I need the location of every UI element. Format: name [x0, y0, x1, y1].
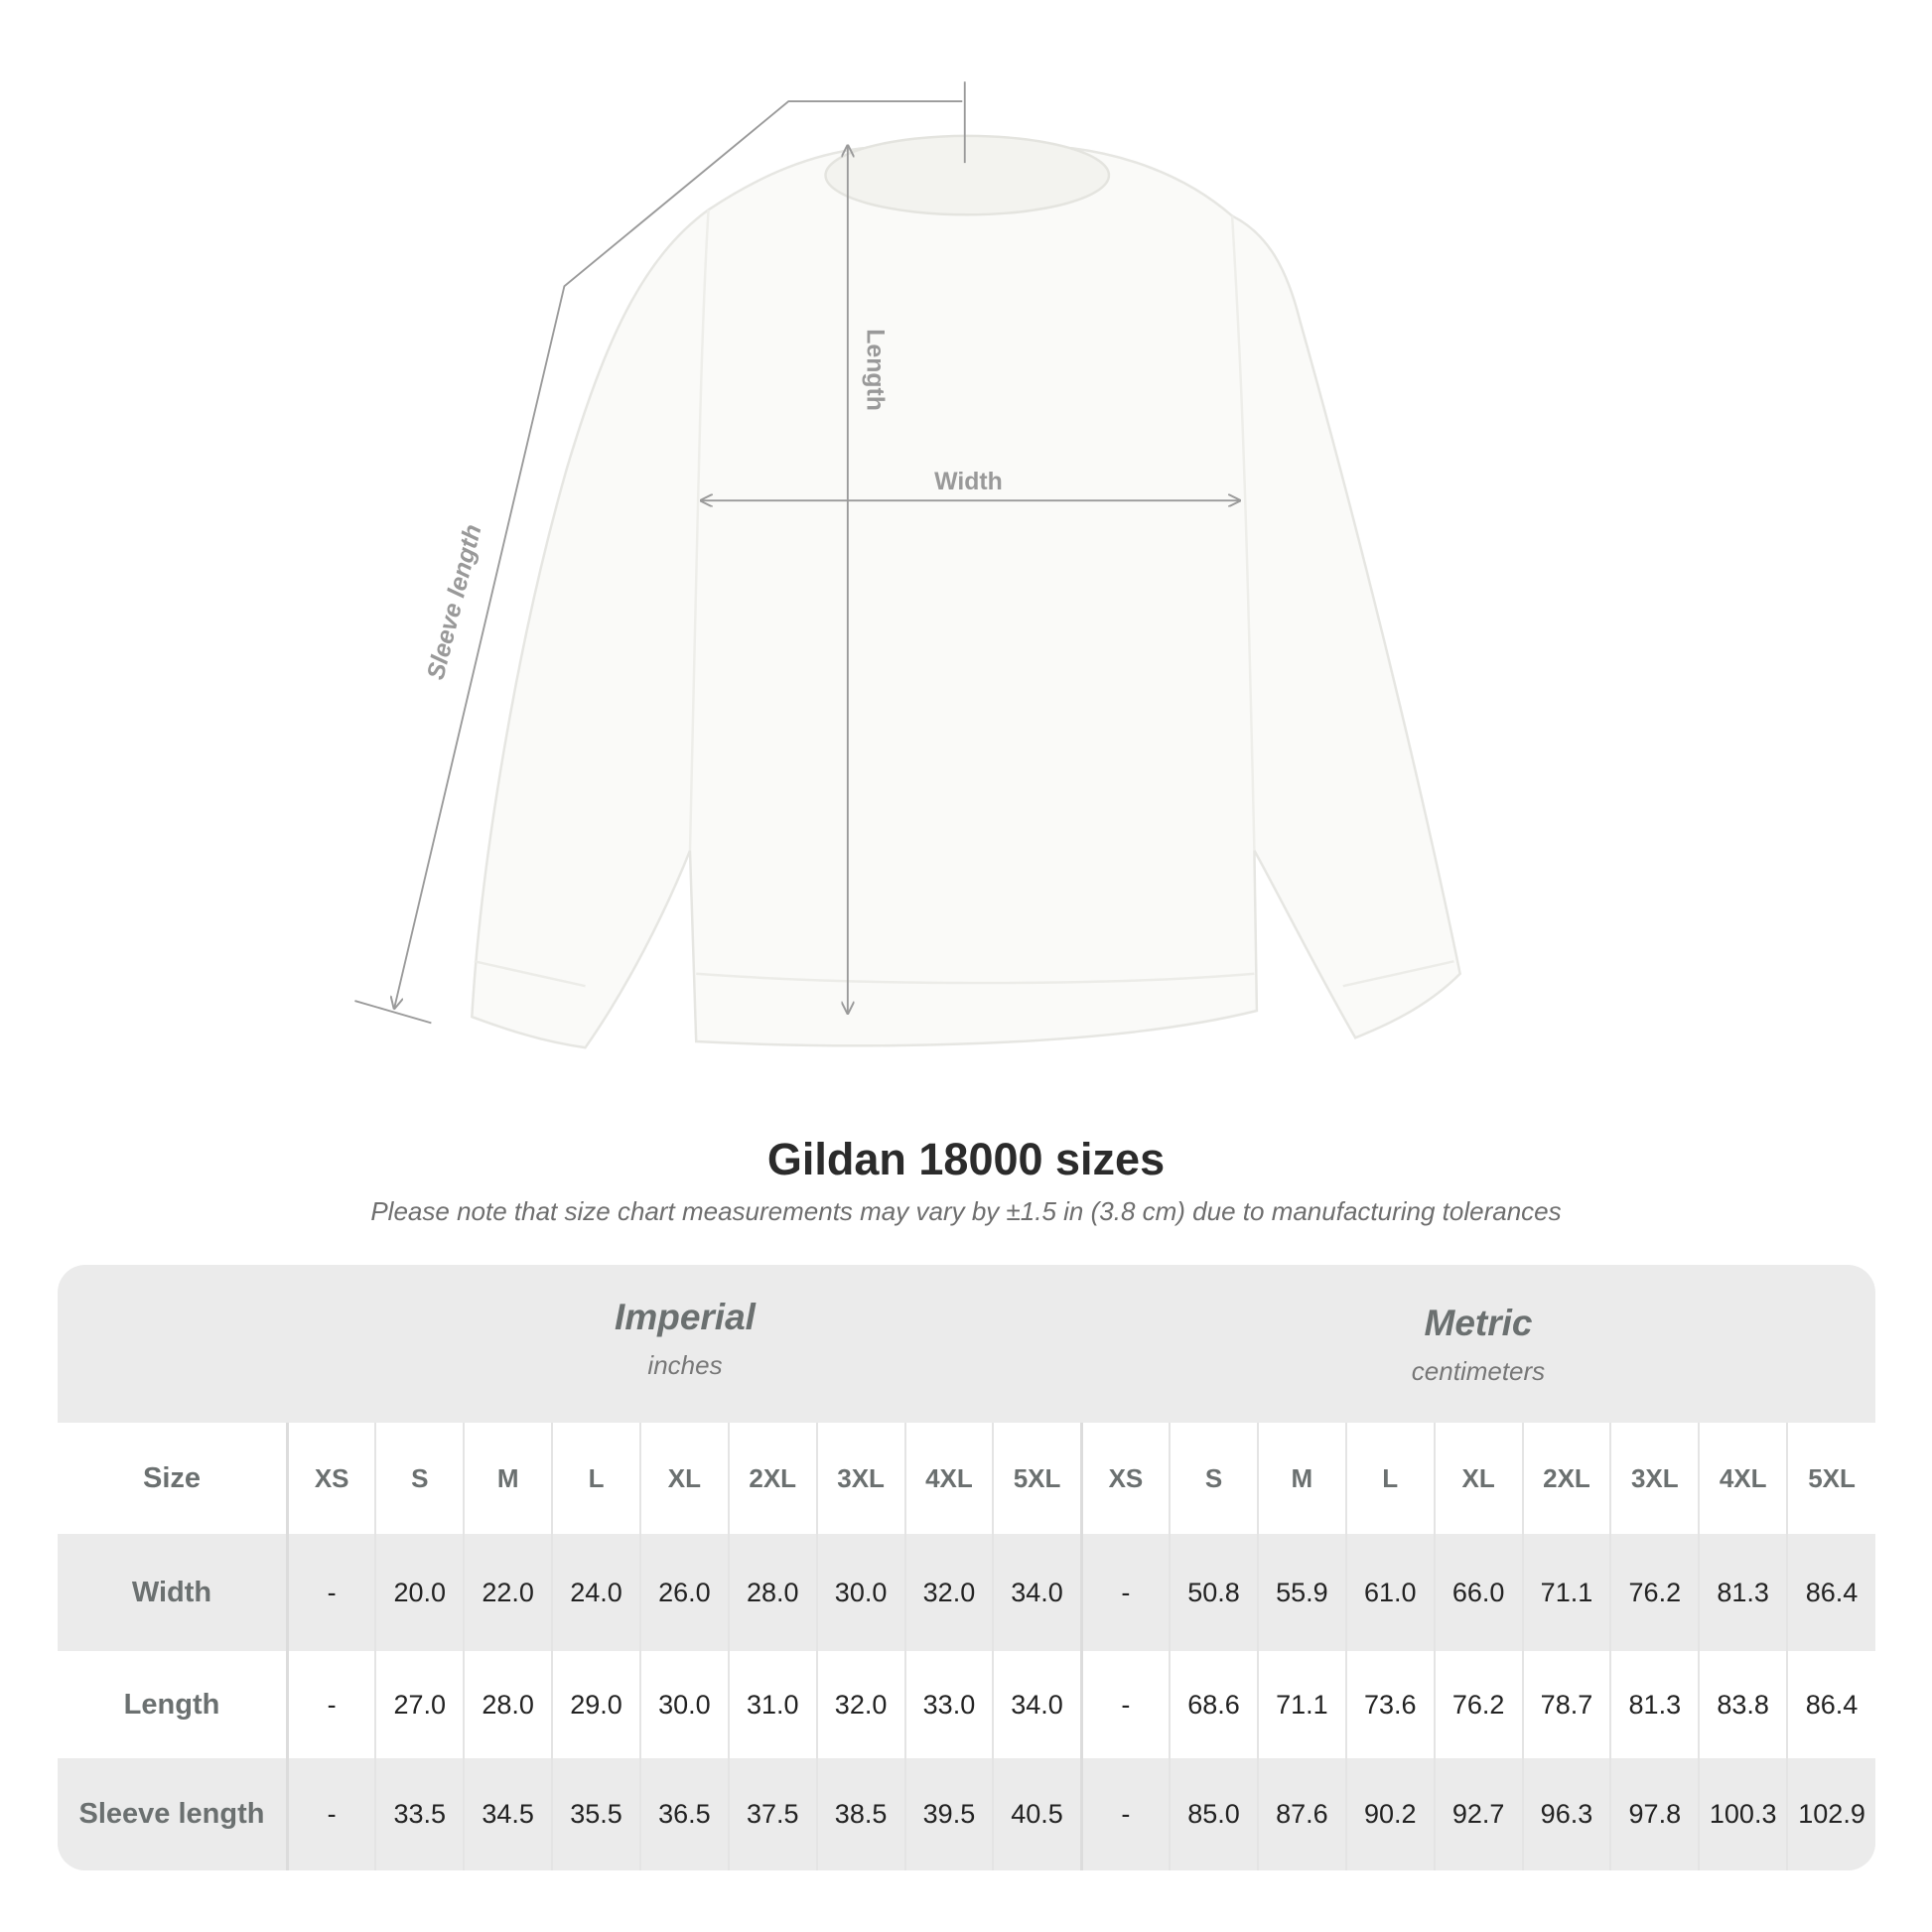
metric-size-m: M [1256, 1423, 1346, 1534]
metric-value-cell: - [1079, 1758, 1171, 1870]
table-row-width: Width -20.0 22.0 24.0 26.0 28.0 30.0 32.0 34.0-5… [58, 1534, 1875, 1651]
imperial-header: Imperial inches [288, 1297, 1082, 1381]
table-row-sleeve-length: Sleeve length -33.5 34.5 35.5 36.5 37.5 38.5 39… [58, 1758, 1875, 1870]
metric-value-cell: 66.0 [1433, 1534, 1523, 1651]
imperial-value-cell: 34.0 [992, 1651, 1082, 1758]
imperial-value-cell: 27.0 [374, 1651, 465, 1758]
metric-value-cell: 102.9 [1786, 1758, 1875, 1870]
metric-value-cell: 78.7 [1521, 1651, 1611, 1758]
metric-value-cell: 86.4 [1786, 1651, 1875, 1758]
imperial-value-cell: - [286, 1758, 376, 1870]
measurement-lines [354, 81, 1239, 1025]
metric-size-3xl: 3XL [1609, 1423, 1700, 1534]
row-label: Length [58, 1651, 289, 1758]
imperial-title: Imperial [615, 1297, 756, 1337]
metric-value-cell: 100.3 [1698, 1758, 1788, 1870]
length-label: Length [862, 329, 889, 411]
imperial-size-xs: XS [286, 1423, 376, 1534]
metric-size-xs: XS [1079, 1423, 1171, 1534]
metric-value-cell: 76.2 [1609, 1534, 1700, 1651]
metric-value-cell: 73.6 [1344, 1651, 1435, 1758]
metric-header: Metric centimeters [1081, 1303, 1875, 1387]
metric-value-cell: 50.8 [1169, 1534, 1258, 1651]
metric-value-cell: - [1079, 1651, 1171, 1758]
imperial-value-cell: 22.0 [463, 1534, 553, 1651]
imperial-value-cell: 38.5 [815, 1758, 905, 1870]
metric-size-2xl: 2XL [1521, 1423, 1611, 1534]
imperial-value-cell: 33.0 [903, 1651, 994, 1758]
imperial-value-cell: 32.0 [815, 1651, 905, 1758]
imperial-value-cell: 33.5 [374, 1758, 465, 1870]
imperial-value-cell: 32.0 [903, 1534, 994, 1651]
imperial-size-s: S [374, 1423, 465, 1534]
metric-value-cell: 87.6 [1256, 1758, 1346, 1870]
size-row-label: Size [58, 1423, 289, 1534]
metric-value-cell: 92.7 [1433, 1758, 1523, 1870]
sweatshirt-image [471, 134, 1462, 1049]
imperial-size-m: M [463, 1423, 553, 1534]
imperial-size-4xl: 4XL [903, 1423, 994, 1534]
metric-size-l: L [1344, 1423, 1435, 1534]
sleeve-arrow [394, 100, 963, 1008]
row-label: Sleeve length [58, 1758, 289, 1870]
metric-size-s: S [1169, 1423, 1258, 1534]
imperial-value-cell: 30.0 [638, 1651, 729, 1758]
imperial-size-5xl: 5XL [992, 1423, 1082, 1534]
width-label: Width [934, 469, 1003, 495]
metric-value-cell: 71.1 [1256, 1651, 1346, 1758]
imperial-value-cell: 28.0 [727, 1534, 817, 1651]
imperial-value-cell: 34.5 [463, 1758, 553, 1870]
imperial-value-cell: 37.5 [727, 1758, 817, 1870]
metric-size-xl: XL [1433, 1423, 1523, 1534]
metric-value-cell: 97.8 [1609, 1758, 1700, 1870]
imperial-value-cell: 35.5 [551, 1758, 640, 1870]
metric-value-cell: 76.2 [1433, 1651, 1523, 1758]
imperial-size-3xl: 3XL [815, 1423, 905, 1534]
imperial-value-cell: 34.0 [992, 1534, 1082, 1651]
tolerance-note: Please note that size chart measurements… [370, 1196, 1562, 1226]
metric-unit: centimeters [1411, 1356, 1546, 1386]
metric-value-cell: 86.4 [1786, 1534, 1875, 1651]
sweatshirt-measurement-diagram: Length Width Sleeve length [354, 81, 1462, 1049]
metric-value-cell: 83.8 [1698, 1651, 1788, 1758]
metric-value-cell: 90.2 [1344, 1758, 1435, 1870]
metric-value-cell: - [1079, 1534, 1171, 1651]
imperial-size-xl: XL [638, 1423, 729, 1534]
imperial-value-cell: 31.0 [727, 1651, 817, 1758]
row-label: Width [58, 1534, 289, 1651]
metric-value-cell: 81.3 [1609, 1651, 1700, 1758]
size-row: Size XS S M L XL 2XL 3XL 4XL 5XL XS S M L XL 2XL 3XL 4XL 5… [58, 1423, 1875, 1534]
imperial-value-cell: 26.0 [638, 1534, 729, 1651]
metric-value-cell: 61.0 [1344, 1534, 1435, 1651]
imperial-value-cell: 24.0 [551, 1534, 640, 1651]
imperial-value-cell: 29.0 [551, 1651, 640, 1758]
page-title: Gildan 18000 sizes [766, 1134, 1166, 1184]
metric-value-cell: 71.1 [1521, 1534, 1611, 1651]
metric-value-cell: 68.6 [1169, 1651, 1258, 1758]
imperial-unit: inches [647, 1350, 723, 1380]
table-row-length: Length -27.0 28.0 29.0 30.0 31.0 32.0 33.0 34.0-… [58, 1651, 1875, 1758]
metric-value-cell: 85.0 [1169, 1758, 1258, 1870]
metric-title: Metric [1424, 1303, 1533, 1343]
imperial-value-cell: 30.0 [815, 1534, 905, 1651]
table-header: Imperial inches Metric centimeters [58, 1265, 1875, 1423]
imperial-value-cell: 40.5 [992, 1758, 1082, 1870]
sleeve-bottom-tick [354, 1000, 432, 1025]
metric-size-5xl: 5XL [1786, 1423, 1875, 1534]
metric-value-cell: 55.9 [1256, 1534, 1346, 1651]
imperial-value-cell: - [286, 1534, 376, 1651]
imperial-value-cell: 36.5 [638, 1758, 729, 1870]
size-table: Imperial inches Metric centimeters Size X… [58, 1265, 1875, 1870]
size-grid: Size XS S M L XL 2XL 3XL 4XL 5XL XS S M L XL 2XL 3XL 4XL 5… [58, 1423, 1875, 1870]
metric-value-cell: 96.3 [1521, 1758, 1611, 1870]
imperial-value-cell: - [286, 1651, 376, 1758]
metric-size-4xl: 4XL [1698, 1423, 1788, 1534]
imperial-size-2xl: 2XL [727, 1423, 817, 1534]
imperial-value-cell: 28.0 [463, 1651, 553, 1758]
metric-value-cell: 81.3 [1698, 1534, 1788, 1651]
imperial-size-l: L [551, 1423, 640, 1534]
imperial-value-cell: 39.5 [903, 1758, 994, 1870]
imperial-value-cell: 20.0 [374, 1534, 465, 1651]
